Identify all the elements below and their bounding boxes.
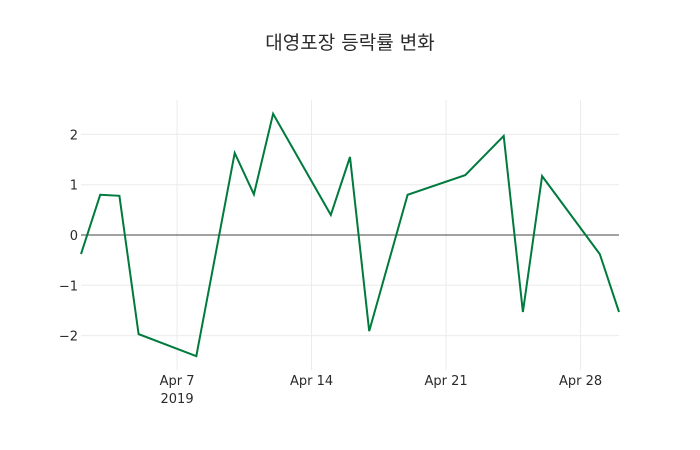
x-tick-label: Apr 28: [559, 374, 602, 389]
x-axis: Apr 7 2019 Apr 14 Apr 21 Apr 28: [160, 374, 603, 407]
y-tick-label: −2: [59, 330, 78, 345]
x-tick-label: Apr 21: [424, 374, 467, 389]
plot-area: [80, 100, 620, 370]
chart-title: 대영포장 등락률 변화: [265, 32, 434, 54]
y-tick-label: −1: [59, 279, 78, 294]
y-gridlines: [81, 133, 619, 337]
x-tick-label: Apr 7: [160, 374, 195, 389]
series-line[interactable]: [80, 111, 620, 358]
x-tick-label: Apr 14: [290, 374, 333, 389]
x-tick-label: 2019: [161, 392, 194, 407]
y-tick-label: 1: [70, 179, 78, 194]
y-tick-label: 2: [70, 128, 78, 143]
y-tick-label: 0: [70, 229, 78, 244]
y-axis: 2 1 0 −1 −2: [59, 128, 78, 344]
